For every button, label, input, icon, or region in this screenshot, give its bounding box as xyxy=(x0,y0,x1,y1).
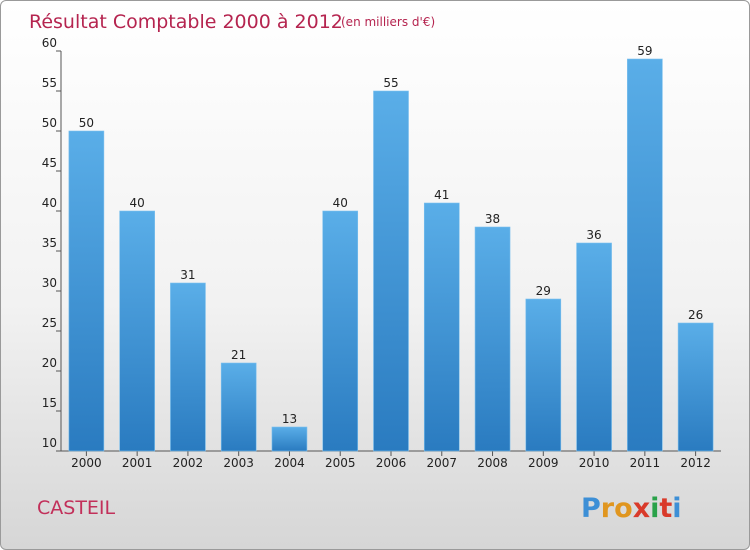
y-tick-label: 60 xyxy=(42,36,57,50)
x-tick-label: 2007 xyxy=(426,456,457,470)
bar xyxy=(677,322,714,452)
data-label: 21 xyxy=(231,348,246,362)
data-label: 40 xyxy=(333,196,348,210)
y-tick-label: 25 xyxy=(42,316,57,330)
bar xyxy=(68,130,105,452)
data-label: 50 xyxy=(79,116,94,130)
x-tick-label: 2012 xyxy=(680,456,711,470)
logo-letter: t xyxy=(659,493,672,524)
data-label: 29 xyxy=(536,284,551,298)
logo-letter: P xyxy=(581,493,601,524)
x-tick-label: 2011 xyxy=(630,456,661,470)
y-tick-label: 15 xyxy=(42,396,57,410)
logo-letter: i xyxy=(650,493,659,524)
logo-letter: r xyxy=(601,493,615,524)
logo-letter: o xyxy=(614,493,633,524)
y-tick-label: 10 xyxy=(42,436,57,450)
bar xyxy=(373,90,409,452)
commune-name: CASTEIL xyxy=(37,497,116,519)
x-tick-label: 2008 xyxy=(477,456,508,470)
x-tick-label: 2009 xyxy=(528,456,559,470)
proxiti-logo: Proxiti xyxy=(581,493,682,524)
x-tick-label: 2006 xyxy=(376,456,407,470)
data-label: 41 xyxy=(434,188,449,202)
bar xyxy=(220,362,257,452)
y-tick-label: 35 xyxy=(42,236,57,250)
data-label: 59 xyxy=(637,44,652,58)
data-label: 38 xyxy=(485,212,500,226)
logo-letter: x xyxy=(633,493,650,524)
x-tick-label: 2000 xyxy=(71,456,102,470)
x-tick-label: 2005 xyxy=(325,456,356,470)
value-labels: 50 40 31 21 13 40 55 41 38 29 36 59 26 xyxy=(79,44,704,426)
y-tick-label: 40 xyxy=(42,196,57,210)
data-label: 31 xyxy=(180,268,195,282)
bar xyxy=(119,210,155,452)
bar xyxy=(576,242,612,452)
x-tick-label: 2002 xyxy=(173,456,204,470)
bar xyxy=(474,226,511,452)
y-tick-label: 50 xyxy=(42,116,57,130)
bar xyxy=(322,210,359,452)
data-label: 13 xyxy=(282,412,297,426)
x-axis: 2000 2001 2002 2003 2004 2005 2006 2007 2008 2009… xyxy=(61,450,721,470)
y-axis: 10 15 20 25 30 35 40 45 50 55 60 xyxy=(42,36,62,452)
data-label: 55 xyxy=(383,76,398,90)
bar xyxy=(423,202,460,452)
x-tick-label: 2003 xyxy=(223,456,254,470)
logo-letter: i xyxy=(672,493,681,524)
bars xyxy=(68,58,714,452)
chart-subtitle: (en milliers d'€) xyxy=(341,15,435,29)
x-tick-label: 2004 xyxy=(274,456,305,470)
data-label: 36 xyxy=(586,228,601,242)
x-tick-label: 2001 xyxy=(122,456,153,470)
bar xyxy=(525,298,562,452)
y-tick-label: 20 xyxy=(42,356,57,370)
data-label: 26 xyxy=(688,308,703,322)
y-tick-label: 30 xyxy=(42,276,57,290)
bar xyxy=(271,426,308,452)
y-tick-label: 55 xyxy=(42,76,57,90)
y-tick-label: 45 xyxy=(42,156,57,170)
x-tick-label: 2010 xyxy=(579,456,610,470)
data-label: 40 xyxy=(130,196,145,210)
bar xyxy=(170,282,206,452)
bar xyxy=(627,58,663,452)
chart-title: Résultat Comptable 2000 à 2012 xyxy=(29,11,343,33)
